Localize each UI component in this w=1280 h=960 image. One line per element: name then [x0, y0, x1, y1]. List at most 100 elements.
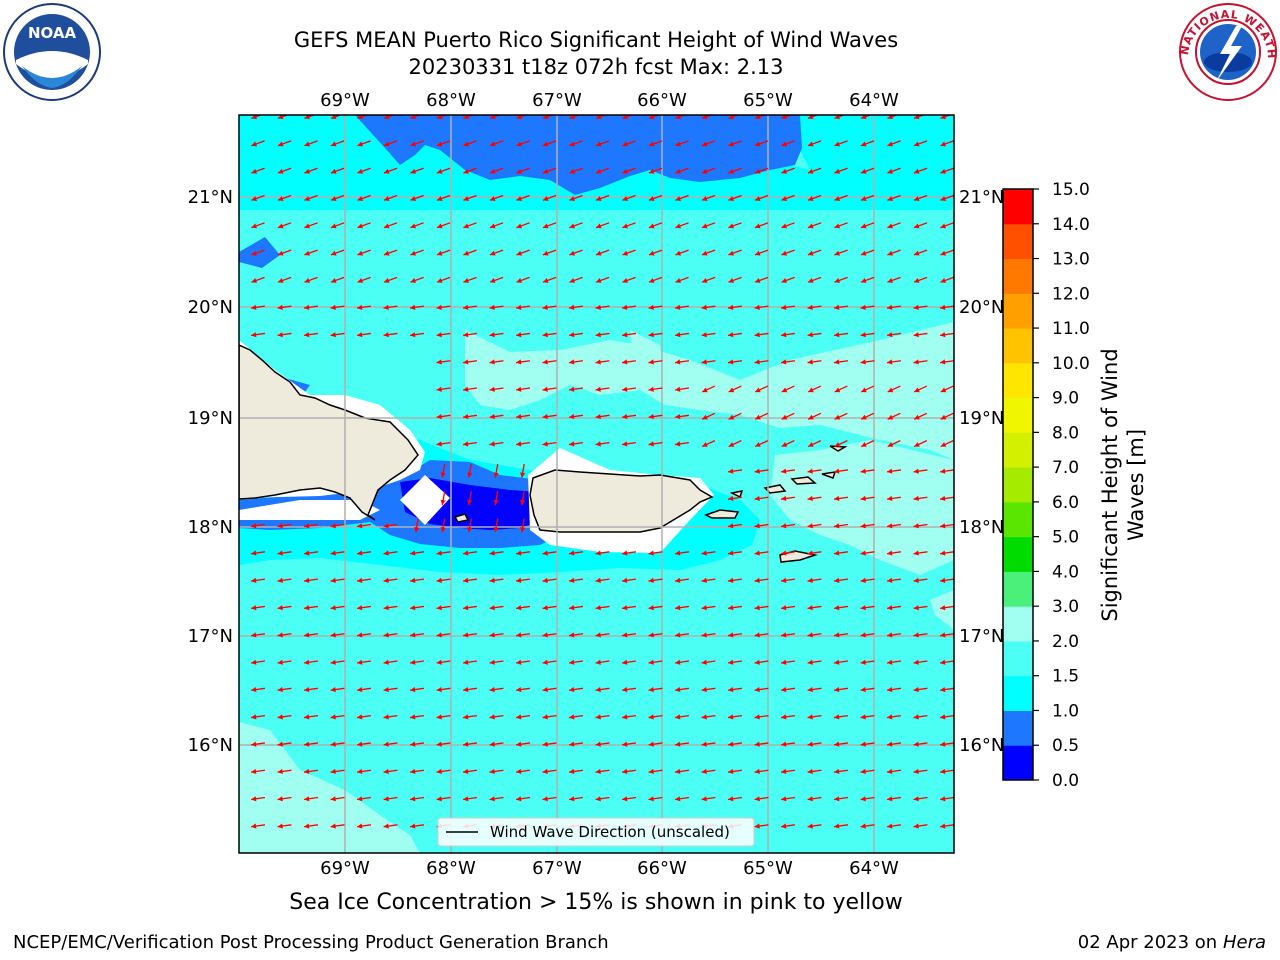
land [239, 344, 848, 563]
wave-direction-arrow [886, 768, 902, 775]
wave-direction-arrow [701, 385, 716, 393]
wave-direction-arrow [569, 167, 583, 174]
wave-direction-arrow [595, 386, 610, 392]
wave-direction-arrow [463, 194, 477, 202]
wave-direction-arrow [728, 115, 740, 120]
wave-direction-arrow [462, 659, 478, 665]
wave-direction-arrow [383, 659, 398, 665]
wave-direction-arrow [913, 249, 928, 256]
wave-direction-arrow [277, 304, 292, 310]
wave-direction-arrow [648, 194, 663, 202]
wave-direction-arrow [356, 741, 372, 747]
wave-direction-arrow [303, 304, 319, 310]
wave-direction-arrow [383, 550, 398, 556]
wave-direction-arrow [489, 386, 504, 392]
wave-direction-arrow [409, 768, 425, 775]
colorbar-tick-label: 13.0 [1052, 250, 1090, 270]
wave-direction-arrow [940, 440, 954, 448]
wave-direction-arrow [807, 304, 822, 310]
wave-direction-arrow [356, 768, 372, 775]
wave-direction-arrow [542, 386, 557, 392]
wave-direction-arrow [913, 659, 928, 665]
wave-direction-arrow [383, 768, 398, 775]
wave-direction-arrow [913, 577, 928, 583]
wave-direction-arrow [833, 768, 849, 775]
wave-direction-arrow [833, 304, 849, 310]
wave-direction-arrow [356, 605, 372, 611]
wave-direction-arrow [727, 550, 743, 556]
wave-direction-arrow [621, 386, 637, 392]
wave-direction-arrow [383, 823, 398, 829]
wave-direction-arrow [834, 440, 848, 448]
wave-direction-arrow [595, 414, 610, 420]
wave-direction-arrow [568, 659, 584, 665]
wave-direction-arrow [940, 167, 954, 174]
wave-direction-arrow [568, 632, 584, 638]
wave-direction-arrow [568, 741, 584, 747]
wave-direction-arrow [807, 768, 822, 775]
colorbar-tick-label: 1.0 [1052, 701, 1079, 721]
wave-direction-arrow [436, 386, 451, 392]
footer-credit: NCEP/EMC/Verification Post Processing Pr… [13, 932, 609, 953]
wave-direction-arrow [250, 768, 266, 775]
wave-direction-arrow [754, 222, 769, 229]
wave-direction-arrow [939, 332, 954, 338]
wave-direction-arrow [860, 714, 875, 720]
wave-direction-arrow [728, 440, 742, 448]
wave-direction-arrow [489, 768, 504, 775]
wave-direction-arrow [436, 359, 451, 365]
wave-direction-arrow [542, 659, 557, 665]
wave-direction-arrow [621, 659, 637, 665]
wave-direction-arrow [330, 577, 345, 583]
wave-direction-arrow [304, 140, 318, 147]
wave-direction-arrow [807, 222, 822, 229]
wave-direction-arrow [754, 687, 769, 693]
wave-direction-arrow [754, 741, 769, 747]
colorbar-cell [1003, 745, 1033, 781]
wave-direction-arrow [516, 222, 530, 229]
wave-direction-arrow [674, 550, 690, 556]
wave-direction-arrow [701, 440, 716, 448]
wave-direction-arrow [357, 140, 371, 147]
wave-direction-arrow [674, 632, 690, 638]
wave-direction-arrow [467, 518, 473, 533]
wave-direction-arrow [754, 440, 769, 448]
wave-direction-arrow [595, 687, 610, 693]
wave-direction-arrow [728, 276, 742, 283]
wave-direction-arrow [493, 491, 499, 506]
wave-direction-arrow [833, 823, 849, 829]
wave-direction-arrow [807, 332, 822, 338]
wave-direction-arrow [489, 577, 504, 583]
wave-direction-arrow [886, 796, 902, 802]
wave-direction-arrow [886, 577, 902, 583]
wave-direction-arrow [515, 714, 531, 720]
wave-direction-arrow [701, 140, 716, 147]
wave-direction-arrow [493, 463, 499, 478]
wave-direction-arrow [886, 332, 902, 338]
wave-direction-arrow [568, 768, 584, 775]
wave-direction-arrow [277, 687, 292, 693]
colorbar-tick-label: 9.0 [1052, 389, 1079, 409]
wave-direction-arrow [515, 441, 531, 447]
wave-direction-arrow [807, 796, 822, 802]
wave-direction-arrow [357, 167, 371, 174]
wave-direction-arrow [754, 249, 769, 256]
wave-direction-arrow [516, 167, 530, 174]
wave-direction-arrow [622, 140, 636, 147]
wave-direction-arrow [807, 115, 820, 120]
wave-direction-arrow [674, 359, 690, 365]
wave-direction-arrow [383, 115, 396, 120]
wave-direction-arrow [383, 249, 398, 256]
wave-direction-arrow [436, 577, 451, 583]
wave-direction-arrow [277, 768, 292, 775]
wave-direction-arrow [493, 518, 499, 533]
wave-direction-arrow [515, 768, 531, 775]
wave-direction-arrow [489, 332, 504, 338]
wave-direction-arrow [542, 249, 557, 256]
wave-direction-arrow [913, 332, 928, 338]
wave-direction-arrow [569, 249, 583, 256]
wave-direction-arrow [515, 605, 531, 611]
wave-direction-arrow [940, 222, 954, 229]
wave-direction-arrow [674, 687, 690, 693]
wave-direction-arrow [913, 304, 928, 310]
